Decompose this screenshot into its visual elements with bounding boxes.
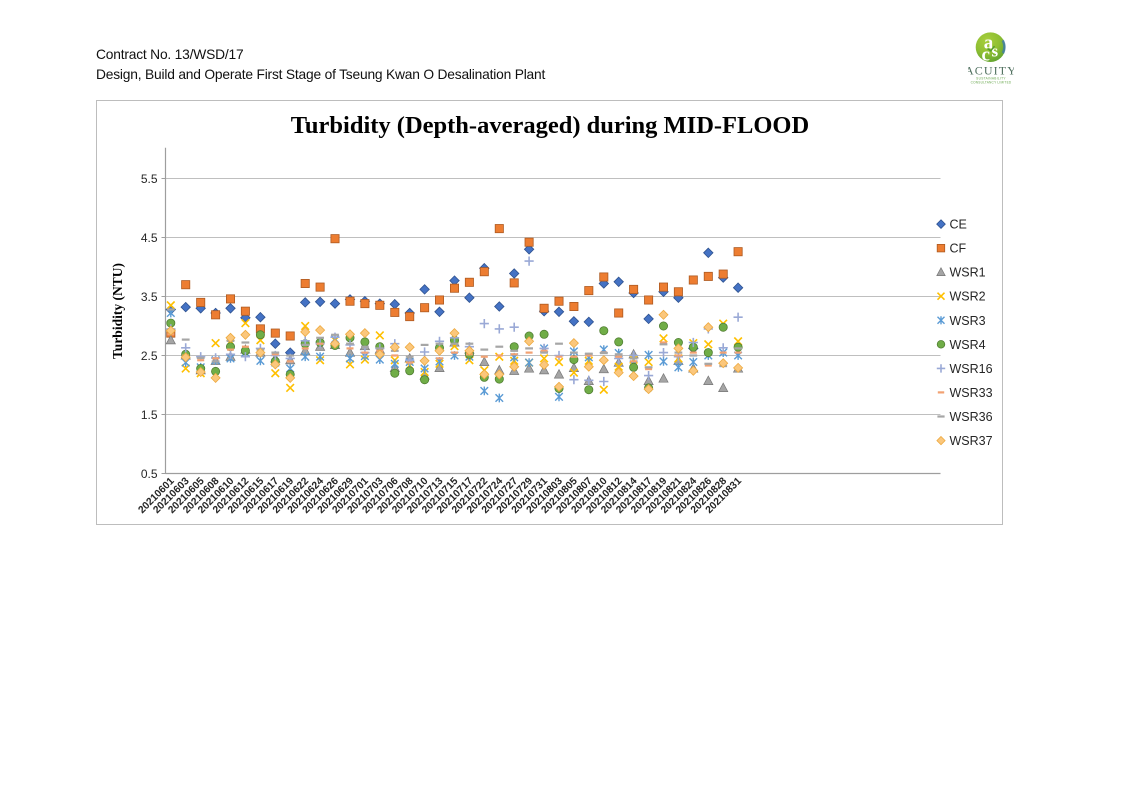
svg-text:0.5: 0.5	[141, 467, 158, 481]
svg-text:CONSULTANCY LIMITED: CONSULTANCY LIMITED	[971, 80, 1012, 84]
svg-text:SUSTAINABILITY: SUSTAINABILITY	[976, 77, 1006, 81]
svg-text:a: a	[984, 33, 994, 54]
svg-text:1.5: 1.5	[141, 408, 158, 422]
svg-text:WSR3: WSR3	[950, 314, 986, 328]
svg-text:WSR16: WSR16	[950, 362, 993, 376]
svg-text:c: c	[982, 45, 990, 66]
svg-text:CE: CE	[950, 218, 967, 232]
svg-text:WSR1: WSR1	[950, 266, 986, 280]
svg-text:2.5: 2.5	[141, 349, 158, 363]
svg-text:CF: CF	[950, 242, 967, 256]
svg-text:Turbidity (NTU): Turbidity (NTU)	[110, 263, 125, 359]
svg-text:ACUITY: ACUITY	[968, 64, 1014, 78]
svg-text:WSR37: WSR37	[950, 434, 993, 448]
svg-text:WSR2: WSR2	[950, 290, 986, 304]
svg-text:5.5: 5.5	[141, 172, 158, 186]
svg-text:WSR4: WSR4	[950, 338, 986, 352]
svg-text:WSR33: WSR33	[950, 386, 993, 400]
svg-text:3.5: 3.5	[141, 290, 158, 304]
svg-text:WSR36: WSR36	[950, 410, 993, 424]
svg-text:s: s	[992, 42, 999, 61]
svg-text:Turbidity (Depth-averaged) dur: Turbidity (Depth-averaged) during MID-FL…	[291, 112, 809, 139]
svg-text:4.5: 4.5	[141, 231, 158, 245]
